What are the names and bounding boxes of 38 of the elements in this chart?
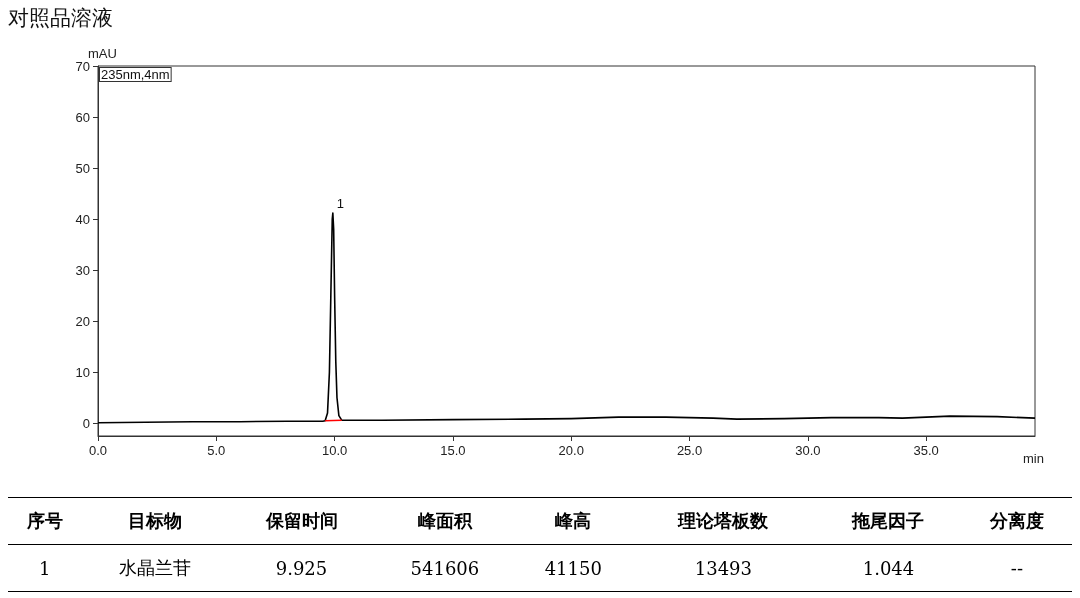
x-tick-label: 20.0 <box>558 443 584 458</box>
text: 拖尾因子 <box>815 497 962 545</box>
y-axis-title: mAU <box>88 45 117 61</box>
x-tick-label: 15.0 <box>440 443 466 458</box>
x-tick-label: 5.0 <box>207 443 226 458</box>
y-tick-label: 20 <box>75 313 90 329</box>
y-tick-label: 10 <box>75 364 90 380</box>
y-tick-label: 30 <box>75 262 90 278</box>
text: 理论塔板数 <box>631 497 816 545</box>
text: 水晶兰苷 <box>81 544 229 592</box>
text: 541606 <box>374 544 515 592</box>
y-tick-label: 40 <box>75 211 90 227</box>
line-series <box>97 212 1036 424</box>
x-tick-label: 25.0 <box>676 443 703 458</box>
text: 峰面积 <box>374 497 515 545</box>
text: -- <box>961 544 1072 592</box>
y-tick-label: 0 <box>82 415 90 431</box>
y-tick-label: 50 <box>75 160 90 176</box>
x-tick-label: 0.0 <box>88 443 108 458</box>
text: 1 <box>8 544 82 592</box>
text: 目标物 <box>81 497 229 545</box>
annotation: 1 <box>336 195 345 211</box>
x-tick-label: 30.0 <box>795 443 821 458</box>
y-tick-label: 70 <box>75 58 90 74</box>
text: 分离度 <box>961 497 1072 545</box>
annotation: 235nm,4nm <box>101 67 170 82</box>
chart-title: 对照品溶液 <box>8 5 113 32</box>
text: 峰高 <box>514 497 632 545</box>
text: 41150 <box>514 544 632 592</box>
x-axis-title: min <box>1023 451 1044 466</box>
text: 13493 <box>631 544 816 592</box>
text: 序号 <box>8 497 82 545</box>
y-tick-label: 60 <box>75 109 90 125</box>
x-tick-label: 10.0 <box>321 443 348 458</box>
text: 9.925 <box>228 544 375 592</box>
text: 1.044 <box>815 544 962 592</box>
text: 保留时间 <box>228 497 375 545</box>
x-tick-label: 35.0 <box>913 443 939 458</box>
